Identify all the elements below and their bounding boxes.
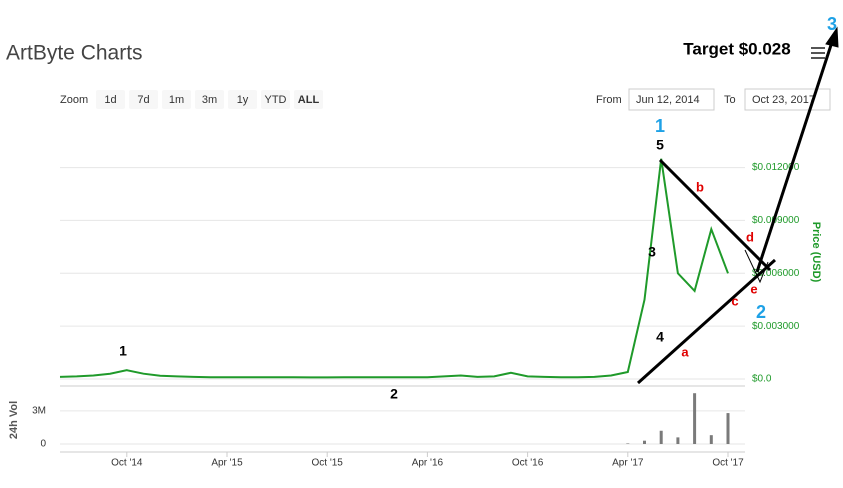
y-tick-label: $0.006000	[752, 268, 800, 279]
range-button-label[interactable]: 7d	[137, 94, 149, 106]
annotation: 4	[656, 329, 664, 345]
y-axis-title: Price (USD)	[810, 222, 822, 283]
annotation: 3	[648, 244, 656, 260]
range-button-label[interactable]: 3m	[202, 94, 217, 106]
menu-icon[interactable]	[811, 47, 825, 59]
range-button[interactable]	[195, 90, 224, 109]
range-button[interactable]	[129, 90, 158, 109]
to-date[interactable]: Oct 23, 2017	[752, 94, 815, 106]
y-axis-title: 24h Vol	[8, 401, 20, 439]
to-box[interactable]	[744, 88, 831, 111]
annotation: 1	[655, 116, 665, 136]
annotation: 1	[119, 343, 127, 359]
volume-bar	[626, 443, 630, 444]
y-tick-label: 3M	[32, 406, 46, 417]
annotation: 2	[390, 386, 398, 402]
volume-bar	[726, 413, 730, 444]
x-tick-label: Oct '14	[111, 458, 143, 469]
range-button[interactable]	[162, 90, 191, 109]
annotation: 5	[656, 137, 664, 153]
y-tick-label: 0	[40, 439, 46, 450]
range-button[interactable]	[261, 90, 290, 109]
to-label: To	[724, 94, 736, 106]
annotation: Target $0.028	[683, 39, 790, 58]
range-buttons: 1d 7d 1m 3m 1y YTD ALL	[96, 90, 323, 109]
from-label: From	[596, 94, 622, 106]
range-button-label[interactable]: 1y	[237, 94, 249, 106]
zoom-label: Zoom	[60, 94, 88, 106]
x-tick-label: Oct '16	[512, 458, 544, 469]
annotation: c	[731, 293, 738, 308]
range-button-label[interactable]: YTD	[265, 94, 287, 106]
annotation: 3	[827, 14, 837, 34]
volume-bar	[709, 435, 713, 444]
range-button[interactable]	[228, 90, 257, 109]
range-button-label[interactable]: ALL	[298, 94, 320, 106]
volume-bar	[693, 393, 697, 444]
from-box[interactable]	[628, 88, 715, 111]
y-tick-label: $0.003000	[752, 321, 800, 332]
annotations: 1 2 3 4 5 a b c d e Target $0.028 1 2 3	[119, 14, 837, 402]
volume-bar	[643, 440, 646, 444]
x-tick-label: Oct '17	[712, 458, 744, 469]
range-button[interactable]	[294, 90, 323, 109]
x-tick-label: Apr '15	[211, 458, 243, 469]
range-button-label[interactable]: 1d	[104, 94, 116, 106]
annotation: a	[681, 344, 689, 359]
volume-bar	[659, 430, 663, 444]
trend-lines	[636, 26, 839, 385]
annotation: 2	[756, 302, 766, 322]
range-button[interactable]	[96, 90, 125, 109]
y-tick-label: $0.0	[752, 374, 772, 385]
y-tick-label: $0.009000	[752, 215, 800, 226]
from-date[interactable]: Jun 12, 2014	[636, 94, 700, 106]
price-line	[59, 158, 729, 379]
range-button-label[interactable]: 1m	[169, 94, 184, 106]
annotation: e	[750, 281, 757, 296]
annotation: d	[746, 229, 754, 244]
x-tick-label: Apr '16	[412, 458, 444, 469]
volume-bar	[676, 437, 680, 444]
annotation: b	[696, 179, 704, 194]
x-tick-label: Oct '15	[312, 458, 344, 469]
y-tick-label: $0.012000	[752, 162, 800, 173]
x-tick-label: Apr '17	[612, 458, 644, 469]
chart-title: ArtByte Charts	[6, 42, 143, 65]
plot: $0.0 $0.003000 $0.006000 $0.009000 $0.012000…	[8, 158, 822, 469]
